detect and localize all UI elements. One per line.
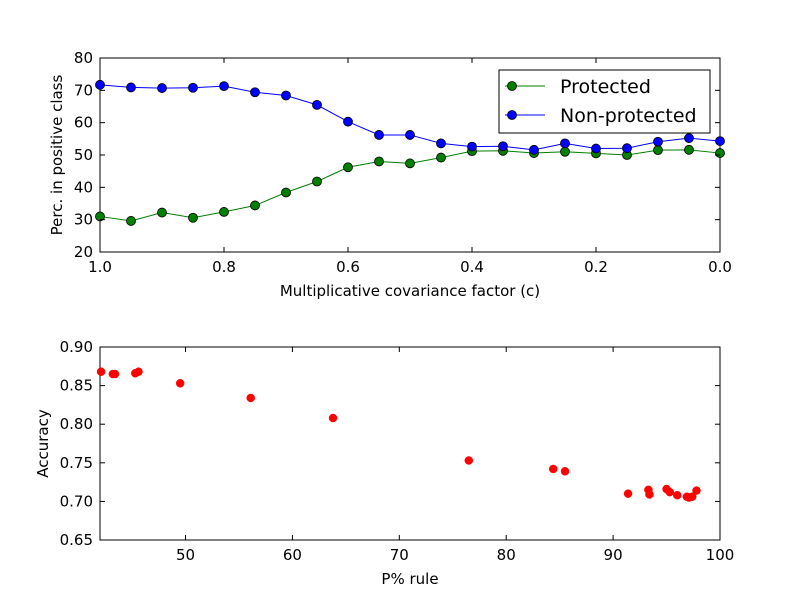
scatter-point — [665, 487, 675, 497]
data-point-protected — [684, 144, 694, 155]
scatter-point — [672, 490, 682, 500]
bottom-x-tick-label: 100 — [706, 546, 735, 564]
data-point-protected — [715, 148, 725, 158]
data-point-non-protected — [343, 116, 353, 127]
top-x-axis-label: Multiplicative covariance factor (c) — [280, 282, 540, 300]
data-point-non-protected — [281, 90, 291, 101]
scatter-point — [692, 486, 701, 495]
legend-label-non-protected: Non-protected — [560, 105, 697, 127]
data-point-non-protected — [188, 82, 198, 93]
top-y-tick-label: 60 — [74, 114, 93, 132]
data-point-non-protected — [126, 82, 136, 93]
scatter-point — [464, 456, 474, 465]
data-point-non-protected — [157, 83, 167, 93]
top-line-chart: 1.0 0.8 0.6 0.4 0.2 0.0 20 30 40 50 60 70 80 Multip… — [48, 49, 732, 300]
bottom-y-tick-label: 0.75 — [60, 454, 93, 472]
data-point-protected — [560, 146, 570, 157]
data-point-protected — [436, 152, 446, 163]
data-point-non-protected — [715, 136, 725, 146]
data-point-non-protected — [684, 133, 694, 144]
top-y-tick-label: 20 — [74, 243, 93, 261]
data-point-protected — [219, 207, 229, 217]
data-point-non-protected — [467, 141, 477, 152]
top-y-tick-label: 40 — [74, 178, 93, 196]
bottom-y-ticks: 0.65 0.70 0.75 0.80 0.85 0.90 — [60, 338, 720, 549]
bottom-scatter-chart: 50 60 70 80 90 100 0.65 0.70 0.75 0.80 0.85 0.90 P… — [34, 338, 734, 588]
bottom-y-tick-label: 0.65 — [60, 531, 93, 549]
top-x-tick-label: 1.0 — [88, 258, 112, 276]
data-point-non-protected — [405, 130, 415, 140]
data-point-non-protected — [95, 79, 105, 90]
data-point-non-protected — [591, 143, 601, 154]
top-y-tick-label: 30 — [74, 211, 93, 229]
top-x-tick-label: 0.0 — [708, 258, 732, 276]
scatter-point — [645, 490, 654, 499]
top-x-ticks: 1.0 0.8 0.6 0.4 0.2 0.0 — [88, 58, 732, 276]
top-y-tick-label: 70 — [74, 81, 93, 99]
top-x-tick-label: 0.6 — [336, 258, 360, 276]
legend-box — [498, 69, 711, 134]
data-point-protected — [95, 211, 105, 222]
bottom-points-group — [96, 367, 701, 502]
scatter-point — [560, 467, 570, 476]
data-point-non-protected — [312, 99, 322, 110]
data-point-non-protected — [560, 138, 570, 149]
bottom-plot-frame — [99, 346, 721, 541]
data-point-protected — [374, 156, 384, 167]
data-point-non-protected — [653, 136, 663, 147]
bottom-x-tick-label: 70 — [390, 546, 409, 564]
data-point-non-protected — [219, 81, 229, 92]
data-point-non-protected — [374, 130, 384, 140]
data-point-non-protected — [436, 138, 446, 149]
data-point-protected — [653, 145, 663, 156]
scatter-point — [96, 367, 106, 376]
data-point-protected — [281, 187, 291, 198]
bottom-x-tick-label: 90 — [604, 546, 623, 564]
scatter-point — [623, 489, 633, 498]
data-point-protected — [405, 158, 415, 169]
data-point-protected — [343, 162, 353, 173]
bottom-y-tick-label: 0.70 — [60, 492, 93, 510]
top-y-axis-label: Perc. in positive class — [48, 75, 66, 236]
bottom-x-ticks: 50 60 70 80 90 100 — [176, 347, 734, 564]
top-x-tick-label: 0.2 — [584, 258, 608, 276]
scatter-point — [134, 367, 143, 376]
legend-entry-protected: Protected — [505, 76, 651, 98]
legend-entry-non-protected: Non-protected — [505, 105, 697, 127]
top-y-tick-label: 50 — [74, 146, 93, 164]
bottom-y-tick-label: 0.90 — [60, 338, 93, 356]
scatter-point — [548, 464, 558, 474]
bottom-x-tick-label: 50 — [176, 546, 195, 564]
legend-marker-protected — [507, 81, 517, 91]
bottom-x-axis-label: P% rule — [381, 570, 438, 588]
top-x-tick-label: 0.4 — [460, 258, 484, 276]
scatter-point — [175, 379, 185, 388]
top-series-group — [95, 79, 725, 226]
bottom-x-tick-label: 60 — [283, 546, 302, 564]
data-point-protected — [250, 200, 260, 211]
data-point-non-protected — [529, 144, 539, 155]
bottom-y-tick-label: 0.80 — [60, 415, 93, 433]
data-point-protected — [188, 212, 198, 223]
top-x-tick-label: 0.8 — [212, 258, 236, 276]
legend: Protected Non-protected — [498, 69, 711, 134]
scatter-point — [110, 369, 120, 379]
legend-marker-non-protected — [507, 110, 517, 120]
data-point-protected — [312, 176, 322, 187]
data-point-non-protected — [250, 87, 260, 98]
top-y-tick-label: 80 — [74, 49, 93, 67]
data-point-non-protected — [622, 143, 632, 154]
scatter-point — [328, 413, 338, 423]
bottom-x-tick-label: 80 — [497, 546, 516, 564]
legend-label-protected: Protected — [560, 76, 651, 98]
data-point-non-protected — [498, 141, 508, 152]
top-y-ticks: 20 30 40 50 60 70 80 — [74, 49, 720, 261]
bottom-y-tick-label: 0.85 — [60, 377, 93, 395]
data-point-protected — [157, 207, 167, 218]
bottom-y-axis-label: Accuracy — [34, 409, 52, 478]
data-point-protected — [126, 216, 136, 226]
scatter-point — [246, 393, 255, 403]
scatter-point — [687, 492, 697, 502]
